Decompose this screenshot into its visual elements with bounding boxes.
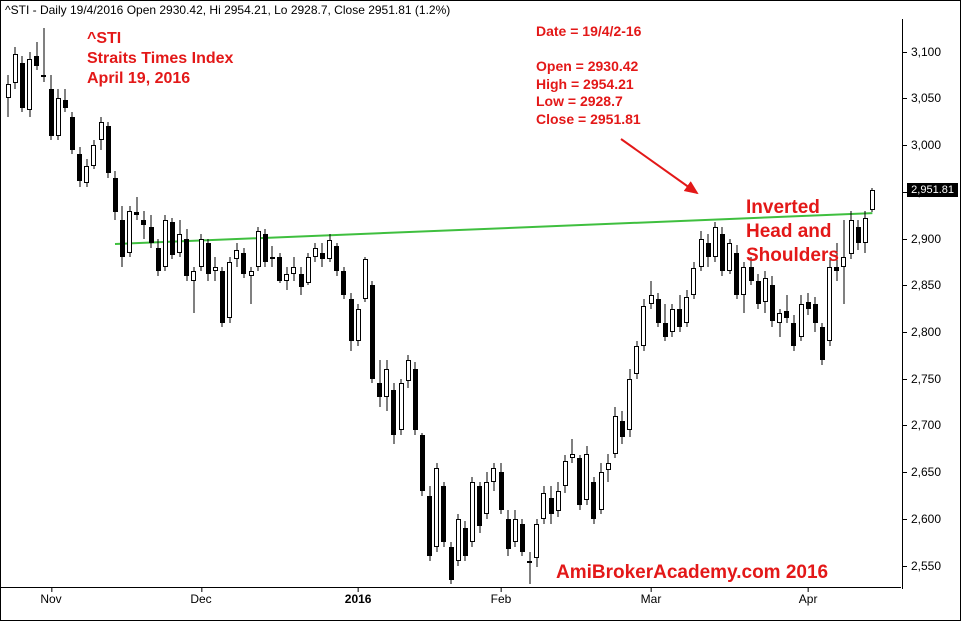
chart-container: ^STI - Daily 19/4/2016 Open 2930.42, Hi … [0,0,961,621]
callout-arrow [1,1,961,621]
